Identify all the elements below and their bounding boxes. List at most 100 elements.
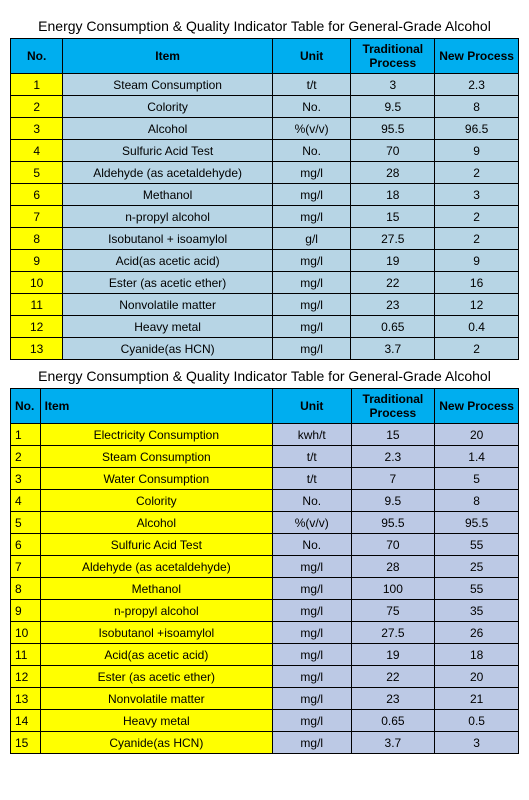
cell-new: 0.4 bbox=[435, 316, 519, 338]
cell-no: 3 bbox=[11, 468, 41, 490]
cell-trad: 7 bbox=[351, 468, 435, 490]
cell-item: Aldehyde (as acetaldehyde) bbox=[40, 556, 272, 578]
cell-no: 2 bbox=[11, 96, 63, 118]
cell-no: 9 bbox=[11, 250, 63, 272]
cell-new: 1.4 bbox=[435, 446, 519, 468]
table-row: 5Alcohol%(v/v)95.595.5 bbox=[11, 512, 519, 534]
cell-no: 10 bbox=[11, 272, 63, 294]
cell-new: 16 bbox=[435, 272, 519, 294]
table2-col-unit: Unit bbox=[273, 389, 352, 424]
cell-trad: 0.65 bbox=[351, 710, 435, 732]
cell-item: Aldehyde (as acetaldehyde) bbox=[63, 162, 272, 184]
cell-item: Nonvolatile matter bbox=[40, 688, 272, 710]
cell-unit: mg/l bbox=[272, 206, 351, 228]
cell-item: Acid(as acetic acid) bbox=[40, 644, 272, 666]
cell-no: 12 bbox=[11, 316, 63, 338]
table-row: 9n-propyl alcoholmg/l7535 bbox=[11, 600, 519, 622]
table2-col-new: New Process bbox=[435, 389, 519, 424]
table1-title: Energy Consumption & Quality Indicator T… bbox=[10, 18, 519, 34]
cell-new: 20 bbox=[435, 424, 519, 446]
cell-unit: No. bbox=[273, 490, 352, 512]
cell-trad: 2.3 bbox=[351, 446, 435, 468]
cell-unit: mg/l bbox=[273, 666, 352, 688]
cell-unit: t/t bbox=[273, 468, 352, 490]
cell-unit: mg/l bbox=[272, 250, 351, 272]
table1-col-trad: Traditional Process bbox=[351, 39, 435, 74]
cell-trad: 19 bbox=[351, 250, 435, 272]
cell-new: 2 bbox=[435, 228, 519, 250]
cell-item: Methanol bbox=[63, 184, 272, 206]
cell-trad: 9.5 bbox=[351, 96, 435, 118]
cell-trad: 3.7 bbox=[351, 732, 435, 754]
table2-col-item: Item bbox=[40, 389, 272, 424]
cell-new: 2 bbox=[435, 206, 519, 228]
table2-col-trad: Traditional Process bbox=[351, 389, 435, 424]
table-row: 3Water Consumptiont/t75 bbox=[11, 468, 519, 490]
table2-header-row: No. Item Unit Traditional Process New Pr… bbox=[11, 389, 519, 424]
cell-item: Cyanide(as HCN) bbox=[63, 338, 272, 360]
table-row: 5Aldehyde (as acetaldehyde)mg/l282 bbox=[11, 162, 519, 184]
cell-no: 5 bbox=[11, 512, 41, 534]
table-row: 13Nonvolatile mattermg/l2321 bbox=[11, 688, 519, 710]
cell-item: Colority bbox=[40, 490, 272, 512]
cell-item: Steam Consumption bbox=[40, 446, 272, 468]
cell-no: 7 bbox=[11, 556, 41, 578]
cell-item: Methanol bbox=[40, 578, 272, 600]
cell-item: Ester (as acetic ether) bbox=[40, 666, 272, 688]
cell-new: 8 bbox=[435, 96, 519, 118]
cell-trad: 15 bbox=[351, 206, 435, 228]
cell-trad: 22 bbox=[351, 666, 435, 688]
cell-item: Alcohol bbox=[63, 118, 272, 140]
cell-trad: 3.7 bbox=[351, 338, 435, 360]
cell-no: 8 bbox=[11, 228, 63, 250]
cell-trad: 22 bbox=[351, 272, 435, 294]
cell-no: 3 bbox=[11, 118, 63, 140]
cell-new: 25 bbox=[435, 556, 519, 578]
cell-no: 8 bbox=[11, 578, 41, 600]
cell-unit: mg/l bbox=[273, 710, 352, 732]
cell-unit: mg/l bbox=[272, 184, 351, 206]
cell-unit: mg/l bbox=[273, 578, 352, 600]
table-row: 9Acid(as acetic acid)mg/l199 bbox=[11, 250, 519, 272]
table-row: 4Sulfuric Acid TestNo.709 bbox=[11, 140, 519, 162]
cell-new: 20 bbox=[435, 666, 519, 688]
cell-trad: 28 bbox=[351, 556, 435, 578]
cell-item: n-propyl alcohol bbox=[63, 206, 272, 228]
table2-col-no: No. bbox=[11, 389, 41, 424]
cell-unit: t/t bbox=[272, 74, 351, 96]
table-row: 11Acid(as acetic acid)mg/l1918 bbox=[11, 644, 519, 666]
cell-unit: mg/l bbox=[273, 556, 352, 578]
cell-new: 0.5 bbox=[435, 710, 519, 732]
cell-unit: mg/l bbox=[273, 688, 352, 710]
table-row: 2ColorityNo.9.58 bbox=[11, 96, 519, 118]
cell-new: 21 bbox=[435, 688, 519, 710]
cell-trad: 27.5 bbox=[351, 228, 435, 250]
cell-unit: mg/l bbox=[272, 338, 351, 360]
cell-no: 12 bbox=[11, 666, 41, 688]
table1-col-new: New Process bbox=[435, 39, 519, 74]
cell-trad: 9.5 bbox=[351, 490, 435, 512]
cell-item: Cyanide(as HCN) bbox=[40, 732, 272, 754]
cell-item: Heavy metal bbox=[63, 316, 272, 338]
cell-no: 4 bbox=[11, 140, 63, 162]
table-row: 1Electricity Consumptionkwh/t1520 bbox=[11, 424, 519, 446]
table2: No. Item Unit Traditional Process New Pr… bbox=[10, 388, 519, 754]
cell-unit: No. bbox=[272, 96, 351, 118]
cell-no: 14 bbox=[11, 710, 41, 732]
cell-item: Isobutanol +isoamylol bbox=[40, 622, 272, 644]
table-row: 2Steam Consumptiont/t2.31.4 bbox=[11, 446, 519, 468]
cell-unit: mg/l bbox=[273, 600, 352, 622]
cell-new: 35 bbox=[435, 600, 519, 622]
cell-no: 15 bbox=[11, 732, 41, 754]
cell-trad: 23 bbox=[351, 294, 435, 316]
cell-no: 11 bbox=[11, 644, 41, 666]
cell-new: 95.5 bbox=[435, 512, 519, 534]
cell-unit: %(v/v) bbox=[273, 512, 352, 534]
cell-no: 13 bbox=[11, 338, 63, 360]
table-row: 3Alcohol%(v/v)95.596.5 bbox=[11, 118, 519, 140]
cell-item: Heavy metal bbox=[40, 710, 272, 732]
cell-unit: mg/l bbox=[273, 622, 352, 644]
cell-trad: 70 bbox=[351, 140, 435, 162]
cell-trad: 3 bbox=[351, 74, 435, 96]
cell-new: 8 bbox=[435, 490, 519, 512]
